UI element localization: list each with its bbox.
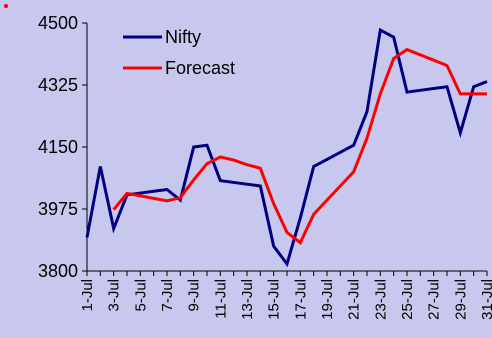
- x-tick-label: 21-Jul: [346, 279, 363, 320]
- y-tick-label: 3800: [38, 261, 78, 281]
- x-tick-label: 29-Jul: [452, 279, 469, 320]
- x-tick-label: 1-Jul: [79, 279, 96, 312]
- x-axis-ticks: 1-Jul 3-Jul 5-Jul 7-Jul 9-Jul 11-Jul 13-Jul 15-…: [79, 271, 492, 320]
- x-tick-label: 11-Jul: [212, 279, 229, 319]
- y-axis-ticks: 3800 3975 4150 4325 4500: [38, 13, 87, 281]
- x-tick-label: 25-Jul: [399, 279, 416, 320]
- x-tick-label: 5-Jul: [132, 279, 149, 312]
- x-tick-label: 9-Jul: [186, 279, 203, 312]
- x-tick-label: 3-Jul: [106, 279, 123, 312]
- legend-label-forecast: Forecast: [165, 58, 235, 78]
- x-tick-label: 7-Jul: [159, 279, 176, 312]
- marker-dot: [4, 4, 8, 8]
- x-tick-label: 27-Jul: [426, 279, 443, 320]
- x-tick-label: 23-Jul: [372, 279, 389, 320]
- x-tick-label: 13-Jul: [239, 279, 256, 320]
- y-tick-label: 4150: [38, 137, 78, 157]
- y-tick-label: 3975: [38, 199, 78, 219]
- x-tick-label: 17-Jul: [292, 279, 309, 320]
- x-tick-label: 31-Jul: [479, 279, 492, 320]
- y-tick-label: 4325: [38, 75, 78, 95]
- legend-label-nifty: Nifty: [165, 27, 201, 47]
- x-tick-label: 19-Jul: [319, 279, 336, 320]
- series-layer: [85, 27, 488, 268]
- y-tick-label: 4500: [38, 13, 78, 33]
- x-tick-label: 15-Jul: [266, 279, 283, 320]
- legend: Nifty Forecast: [123, 27, 235, 78]
